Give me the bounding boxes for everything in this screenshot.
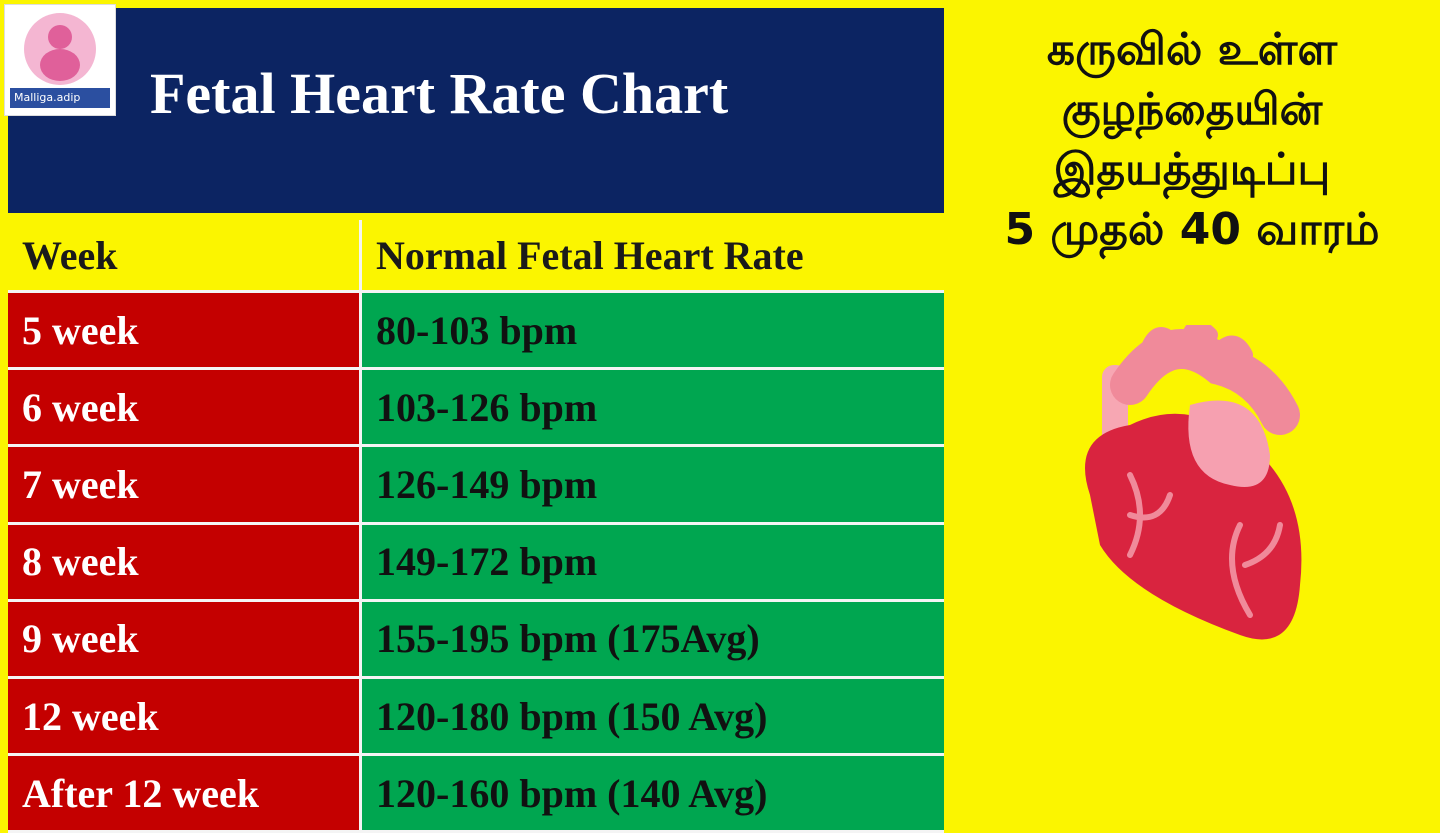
heart-rate-cell: 103-126 bpm xyxy=(362,370,944,445)
column-header: Normal Fetal Heart Rate xyxy=(362,220,944,290)
title-band xyxy=(8,8,944,213)
title: Fetal Heart Rate Chart xyxy=(150,61,729,126)
table-row: After 12 week 120-160 bpm (140 Avg) xyxy=(8,756,944,833)
heart-rate-cell: 149-172 bpm xyxy=(362,524,944,599)
side-text: கருவில் உள்ள குழந்தையின் இதயத்துடிப்பு 5 மு… xyxy=(944,20,1440,260)
week-cell: 9 week xyxy=(8,601,362,676)
week-cell: After 12 week xyxy=(8,756,362,831)
week-cell: 6 week xyxy=(8,370,362,445)
table: Week Normal Fetal Heart Rate 5 week 80-103 … xyxy=(8,220,944,833)
table-row: 5 week 80-103 bpm xyxy=(8,293,944,371)
table-row: 8 week 149-172 bpm xyxy=(8,524,944,602)
side-text-line: இதயத்துடிப்பு xyxy=(1053,144,1331,195)
week-cell: 8 week xyxy=(8,524,362,599)
column-header: Week xyxy=(8,220,362,290)
heart-rate-cell: 120-160 bpm (140 Avg) xyxy=(362,756,944,831)
side-text-line: கருவில் உள்ள xyxy=(1046,24,1338,75)
table-row: 9 week 155-195 bpm (175Avg) xyxy=(8,601,944,679)
heart-rate-cell: 155-195 bpm (175Avg) xyxy=(362,601,944,676)
page: Fetal Heart Rate Chart Malliga.adip Week… xyxy=(4,4,1440,833)
side-text-line: குழந்தையின் xyxy=(1061,84,1323,135)
table-row: 6 week 103-126 bpm xyxy=(8,370,944,448)
heart-rate-cell: 80-103 bpm xyxy=(362,293,944,368)
header-row: Week Normal Fetal Heart Rate xyxy=(8,220,944,293)
table-row: 7 week 126-149 bpm xyxy=(8,447,944,525)
week-cell: 12 week xyxy=(8,678,362,754)
heart-rate-cell: 126-149 bpm xyxy=(362,447,944,522)
week-cell: 7 week xyxy=(8,447,362,522)
heart-rate-cell: 120-180 bpm (150 Avg) xyxy=(362,678,944,754)
table-row: 12 week 120-180 bpm (150 Avg) xyxy=(8,678,944,757)
side-text-line: 5 முதல் 40 வாரம் xyxy=(1004,204,1380,255)
logo-label: Malliga.adip xyxy=(10,88,110,108)
week-cell: 5 week xyxy=(8,293,362,368)
heart-illustration xyxy=(1085,325,1302,640)
logo-icon xyxy=(24,13,96,85)
